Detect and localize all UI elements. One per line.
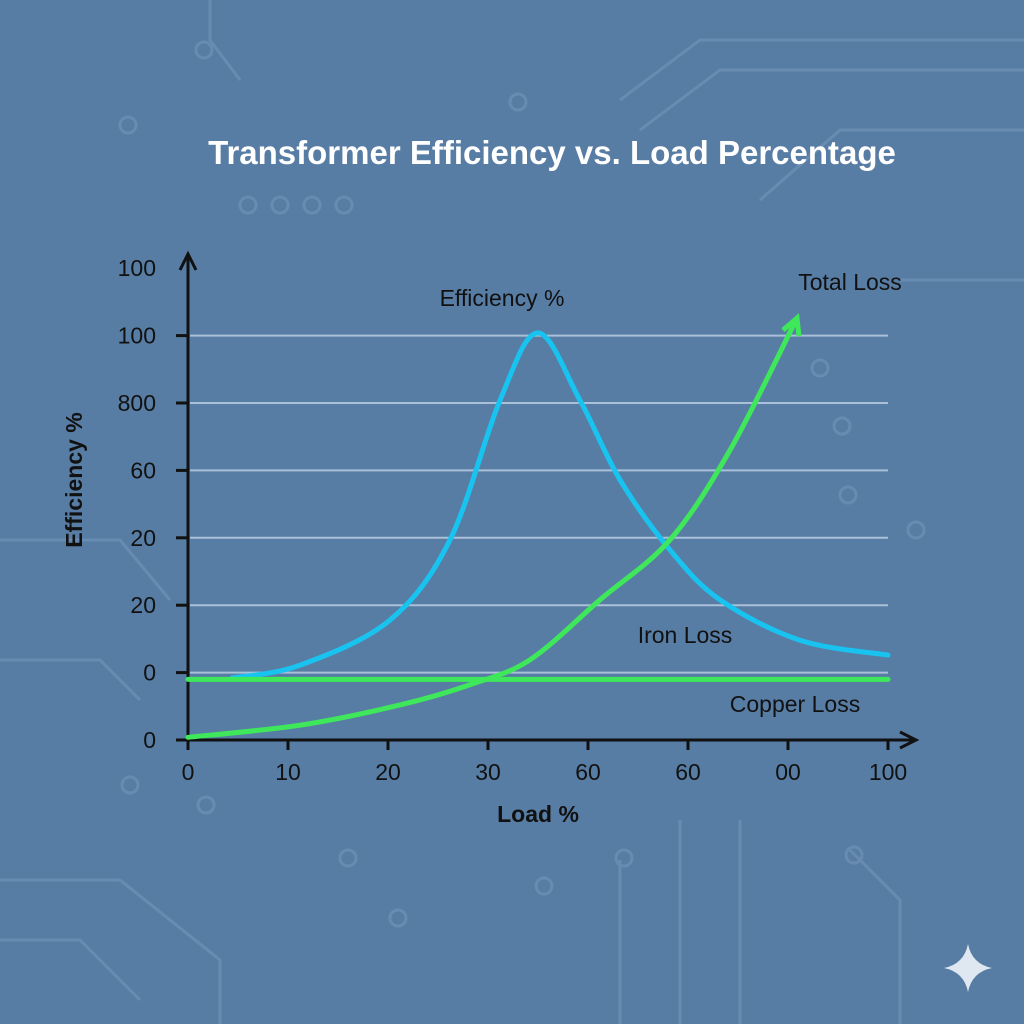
x-tick-label: 20: [375, 759, 401, 785]
series-line-efficiency-: [229, 330, 891, 681]
y-axis-arrow-icon: [178, 250, 198, 271]
y-tick-label: 20: [130, 525, 156, 551]
annotation-copper-loss: Copper Loss: [730, 691, 860, 717]
x-tick-label: 00: [775, 759, 801, 785]
chart-title: Transformer Efficiency vs. Load Percenta…: [208, 134, 896, 171]
series-line-total-loss: [185, 319, 798, 740]
x-tick-label: 30: [475, 759, 501, 785]
total-loss-arrow-icon: [781, 313, 802, 337]
y-tick-label: 100: [118, 255, 156, 281]
annotation-total-loss: Total Loss: [798, 269, 902, 295]
y-axis-label: Efficiency %: [61, 412, 87, 548]
x-axis-label: Load %: [497, 801, 579, 827]
y-tick-label: 0: [143, 727, 156, 753]
annotation-iron-loss: Iron Loss: [638, 622, 733, 648]
x-tick-label: 60: [575, 759, 601, 785]
x-tick-label: 100: [869, 759, 907, 785]
x-axis-arrow-icon: [899, 730, 920, 750]
y-tick-label: 20: [130, 592, 156, 618]
x-tick-label: 10: [275, 759, 301, 785]
x-tick-label: 0: [182, 759, 195, 785]
y-tick-label: 0: [143, 660, 156, 686]
y-tick-label: 800: [118, 390, 156, 416]
sparkle-icon: [944, 944, 992, 992]
annotation-efficiency: Efficiency %: [440, 285, 565, 311]
x-tick-label: 60: [675, 759, 701, 785]
y-tick-label: 100: [118, 323, 156, 349]
y-tick-label: 60: [130, 457, 156, 483]
